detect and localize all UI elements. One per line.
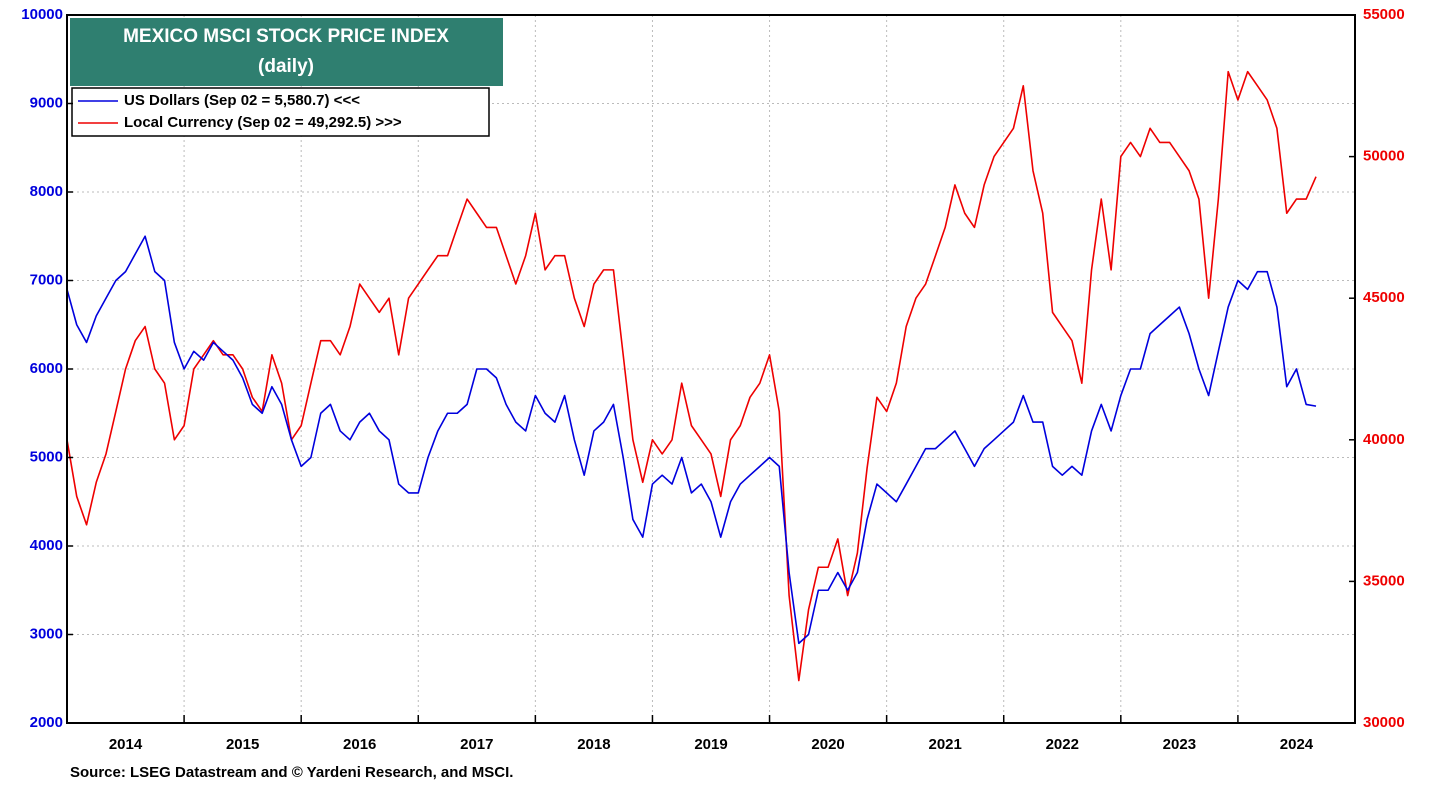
y2-tick-label: 35000 [1363, 572, 1405, 589]
y2-tick-label: 50000 [1363, 148, 1405, 165]
legend: US Dollars (Sep 02 = 5,580.7) <<< Local C… [78, 92, 402, 131]
title-box [70, 18, 503, 86]
y-tick-label: 6000 [30, 360, 63, 377]
y-tick-label: 7000 [30, 271, 63, 288]
y-tick-label: 4000 [30, 537, 63, 554]
y-tick-label: 3000 [30, 625, 63, 642]
x-tick-label: 2021 [928, 736, 961, 753]
x-tick-label: 2022 [1046, 736, 1079, 753]
x-tick-label: 2023 [1163, 736, 1196, 753]
x-tick-label: 2014 [109, 736, 143, 753]
legend-label: US Dollars (Sep 02 = 5,580.7) <<< [124, 92, 360, 109]
y2-tick-label: 45000 [1363, 289, 1405, 306]
y-tick-label: 5000 [30, 448, 63, 465]
legend-box [71, 87, 490, 137]
y-tick-label: 2000 [30, 714, 63, 731]
y-tick-label: 10000 [21, 6, 63, 23]
x-tick-label: 2018 [577, 736, 610, 753]
x-tick-label: 2015 [226, 736, 259, 753]
y2-tick-label: 55000 [1363, 6, 1405, 23]
series-line [66, 235, 1317, 645]
y2-tick-label: 30000 [1363, 714, 1405, 731]
y2-tick-label: 40000 [1363, 431, 1405, 448]
x-tick-label: 2016 [343, 736, 376, 753]
source-note: Source: LSEG Datastream and © Yardeni Re… [70, 764, 513, 781]
x-tick-label: 2019 [694, 736, 727, 753]
grid [67, 14, 1355, 724]
axes: 2000 3000 4000 5000 6000 7000 8000 9000 10000 300… [21, 6, 1404, 753]
x-tick-label: 2017 [460, 736, 493, 753]
x-tick-label: 2020 [811, 736, 844, 753]
series-lines [66, 70, 1317, 682]
y-tick-label: 9000 [30, 94, 63, 111]
chart-subtitle: (daily) [258, 56, 314, 77]
series-line [66, 70, 1317, 682]
y-tick-label: 8000 [30, 183, 63, 200]
legend-label: Local Currency (Sep 02 = 49,292.5) >>> [124, 114, 402, 131]
x-tick-label: 2024 [1280, 736, 1314, 753]
chart-title: MEXICO MSCI STOCK PRICE INDEX [123, 26, 449, 47]
